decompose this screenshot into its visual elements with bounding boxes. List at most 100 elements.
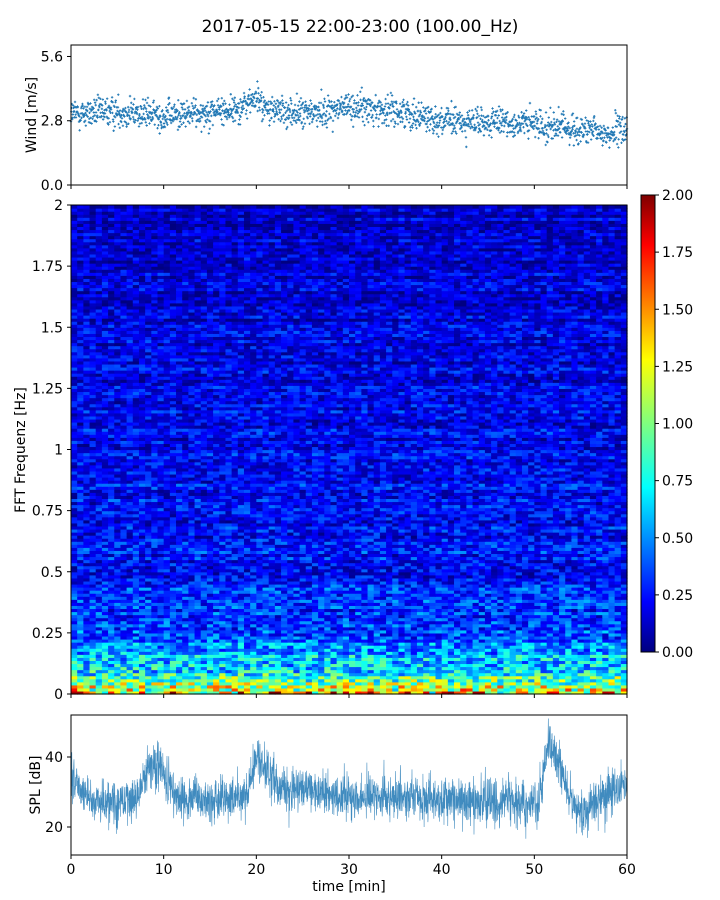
wind-point: [128, 94, 132, 98]
wind-point: [121, 124, 125, 128]
wind-point: [143, 118, 147, 121]
wind-point: [201, 104, 205, 107]
wind-point: [491, 107, 494, 110]
wind-point: [447, 109, 450, 113]
wind-point: [534, 110, 538, 113]
wind-point: [411, 126, 414, 129]
wind-point: [503, 124, 506, 128]
wind-point: [100, 107, 104, 111]
wind-point: [103, 115, 106, 119]
wind-point: [74, 116, 78, 119]
wind-point: [79, 119, 82, 122]
wind-point: [589, 138, 593, 141]
wind-point: [125, 125, 128, 128]
wind-point: [108, 121, 112, 124]
wind-point: [258, 108, 262, 112]
wind-point: [209, 110, 212, 113]
wind-point: [270, 116, 273, 120]
wind-point: [200, 111, 203, 114]
wind-point: [356, 94, 359, 97]
wind-point: [245, 109, 248, 112]
wind-point: [292, 116, 296, 120]
wind-point: [437, 135, 440, 138]
wind-point: [325, 126, 329, 129]
wind-point: [434, 113, 437, 116]
wind-point: [525, 109, 528, 112]
wind-point: [568, 136, 572, 139]
wind-point: [211, 123, 215, 127]
wind-point: [344, 94, 348, 97]
wind-point: [101, 98, 105, 101]
wind-point: [136, 105, 140, 109]
wind-point: [210, 103, 214, 106]
wind-point: [439, 111, 442, 115]
wind-point: [143, 106, 147, 109]
wind-point: [440, 132, 444, 136]
wind-point: [184, 125, 187, 128]
wind-point: [412, 97, 416, 100]
wind-point: [545, 128, 548, 131]
wind-point: [298, 100, 301, 103]
wind-point: [120, 120, 123, 124]
wind-point: [189, 114, 192, 118]
wind-ytick-label: 0.0: [41, 178, 63, 194]
wind-point: [168, 101, 171, 105]
wind-point: [159, 115, 162, 118]
wind-point: [282, 121, 286, 124]
wind-point: [206, 118, 209, 121]
wind-point: [407, 121, 411, 124]
wind-point: [161, 114, 165, 118]
wind-point: [528, 118, 531, 121]
wind-point: [361, 120, 365, 123]
wind-point: [113, 105, 116, 109]
wind-point: [84, 119, 87, 123]
wind-point: [178, 120, 182, 123]
wind-point: [502, 130, 505, 134]
wind-point: [328, 112, 331, 116]
wind-point: [157, 116, 161, 119]
wind-point: [287, 103, 290, 107]
wind-point: [450, 99, 453, 103]
wind-point: [422, 106, 425, 109]
wind-point: [195, 113, 198, 116]
wind-point: [493, 125, 496, 128]
wind-point: [176, 128, 180, 132]
wind-point: [405, 115, 408, 119]
wind-point: [82, 107, 85, 110]
wind-point: [432, 132, 435, 135]
wind-point: [126, 105, 130, 109]
wind-point: [273, 100, 276, 103]
wind-point: [171, 107, 174, 110]
wind-point: [248, 88, 251, 91]
wind-point: [487, 119, 490, 122]
wind-point: [496, 116, 499, 120]
wind-ytick-label: 5.6: [41, 49, 63, 65]
wind-point: [404, 110, 407, 114]
wind-point: [461, 130, 464, 133]
wind-point: [340, 95, 343, 99]
wind-point: [470, 109, 474, 112]
wind-point: [458, 111, 461, 114]
wind-point: [89, 102, 92, 105]
wind-point: [415, 105, 418, 109]
wind-point: [164, 119, 168, 123]
wind-point: [482, 114, 485, 118]
wind-point: [144, 98, 147, 102]
wind-point: [589, 120, 592, 123]
wind-point: [277, 118, 280, 121]
wind-point: [157, 124, 160, 127]
wind-point: [372, 119, 375, 123]
wind-point: [146, 96, 150, 100]
wind-point: [260, 96, 263, 100]
wind-point: [152, 101, 155, 104]
wind-point: [611, 126, 614, 129]
wind-point: [438, 119, 442, 122]
wind-point: [469, 122, 473, 126]
wind-point: [145, 124, 148, 127]
wind-point: [113, 125, 117, 128]
wind-point: [575, 127, 579, 130]
wind-point: [166, 111, 170, 114]
wind-point: [450, 132, 453, 135]
wind-point: [91, 108, 94, 111]
wind-point: [568, 126, 572, 130]
